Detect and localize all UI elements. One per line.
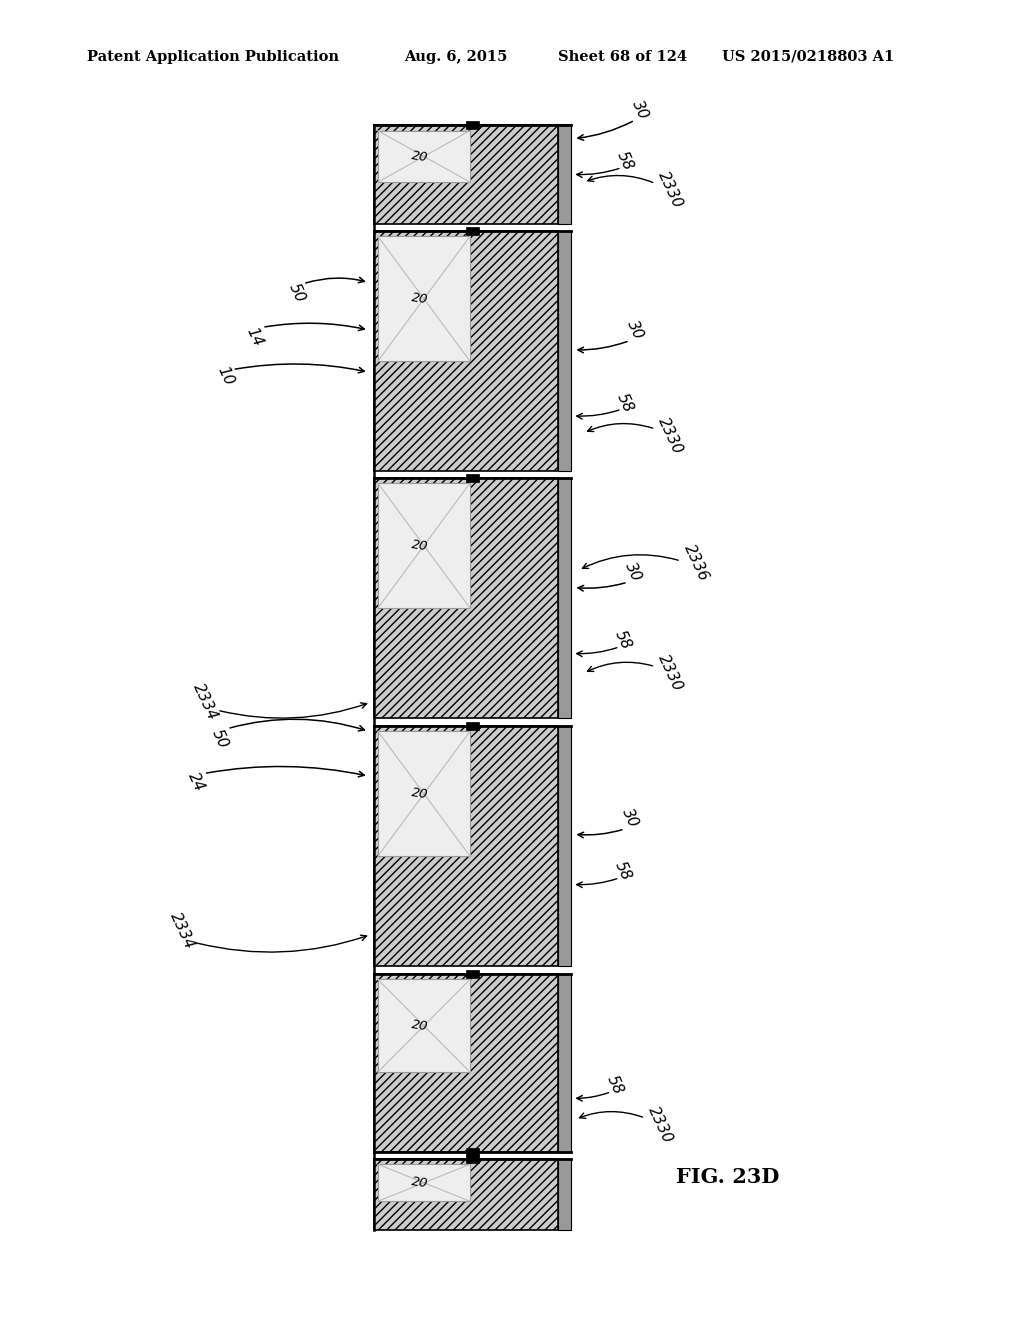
Text: 24: 24 [185, 770, 208, 793]
Text: Aug. 6, 2015: Aug. 6, 2015 [404, 50, 508, 63]
Text: 20: 20 [411, 1175, 428, 1191]
Text: 58: 58 [611, 628, 634, 652]
Text: Sheet 68 of 124: Sheet 68 of 124 [558, 50, 687, 63]
FancyBboxPatch shape [378, 483, 470, 609]
Text: 20: 20 [411, 787, 428, 801]
FancyBboxPatch shape [558, 125, 571, 224]
FancyBboxPatch shape [467, 1148, 479, 1156]
Text: 30: 30 [618, 807, 641, 830]
Text: 50: 50 [209, 727, 231, 751]
Text: 2336: 2336 [681, 541, 712, 583]
Text: 2330: 2330 [655, 414, 686, 457]
Text: 50: 50 [286, 281, 308, 305]
FancyBboxPatch shape [374, 974, 558, 1152]
FancyBboxPatch shape [558, 726, 571, 966]
FancyBboxPatch shape [374, 726, 558, 966]
Text: 20: 20 [411, 292, 428, 306]
FancyBboxPatch shape [374, 478, 558, 718]
Text: 30: 30 [629, 98, 651, 121]
FancyBboxPatch shape [374, 231, 558, 471]
Text: 20: 20 [411, 1018, 428, 1034]
Text: 2334: 2334 [189, 681, 220, 723]
Text: 30: 30 [622, 560, 644, 583]
FancyBboxPatch shape [374, 125, 558, 224]
FancyBboxPatch shape [558, 231, 571, 471]
Text: 20: 20 [411, 539, 428, 553]
FancyBboxPatch shape [467, 227, 479, 235]
Text: 58: 58 [603, 1073, 626, 1097]
Text: 2334: 2334 [167, 909, 198, 952]
Text: 58: 58 [613, 149, 636, 173]
FancyBboxPatch shape [467, 1155, 479, 1163]
FancyBboxPatch shape [467, 970, 479, 978]
Text: 58: 58 [611, 859, 634, 883]
Text: 2330: 2330 [655, 169, 686, 211]
FancyBboxPatch shape [558, 1159, 571, 1230]
Text: FIG. 23D: FIG. 23D [676, 1167, 779, 1188]
Text: 58: 58 [613, 391, 636, 414]
FancyBboxPatch shape [378, 1164, 470, 1201]
FancyBboxPatch shape [467, 722, 479, 730]
FancyBboxPatch shape [378, 731, 470, 857]
Text: 10: 10 [214, 364, 237, 388]
Text: US 2015/0218803 A1: US 2015/0218803 A1 [722, 50, 894, 63]
FancyBboxPatch shape [378, 236, 470, 362]
Text: 14: 14 [243, 325, 265, 348]
FancyBboxPatch shape [374, 1159, 558, 1230]
FancyBboxPatch shape [378, 979, 470, 1072]
Text: Patent Application Publication: Patent Application Publication [87, 50, 339, 63]
FancyBboxPatch shape [467, 474, 479, 482]
FancyBboxPatch shape [467, 121, 479, 129]
FancyBboxPatch shape [378, 131, 470, 182]
FancyBboxPatch shape [558, 974, 571, 1152]
FancyBboxPatch shape [558, 478, 571, 718]
Text: 2330: 2330 [655, 652, 686, 694]
Text: 20: 20 [411, 149, 428, 164]
Text: 30: 30 [624, 318, 646, 342]
Text: 2330: 2330 [645, 1104, 676, 1146]
